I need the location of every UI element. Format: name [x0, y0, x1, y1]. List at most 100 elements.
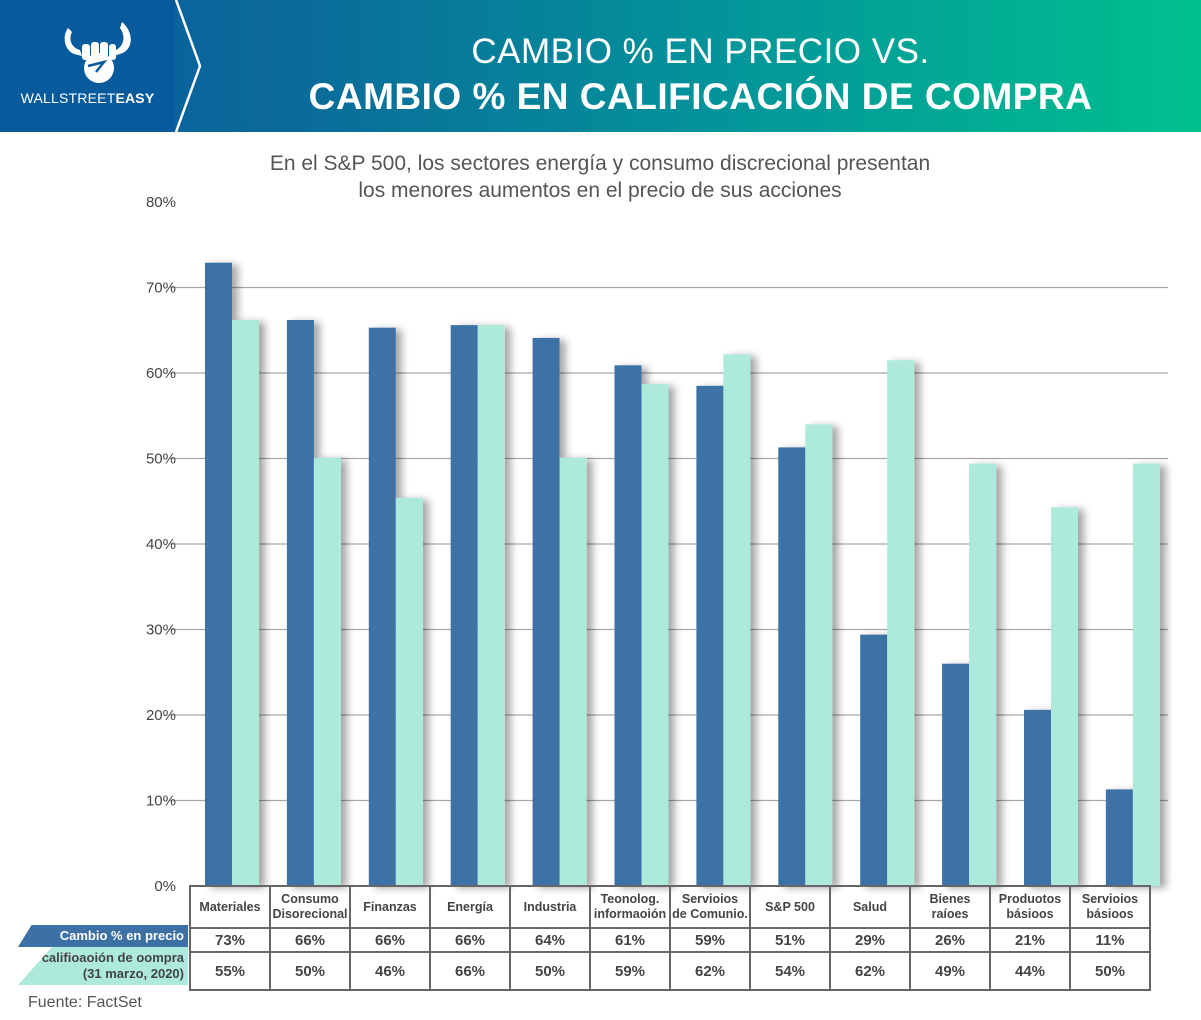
category-label: Servioios — [681, 892, 739, 906]
buy-rating-cell: 55% — [189, 951, 271, 991]
price-change-cell: 66% — [349, 927, 431, 953]
price-change-cell: 66% — [429, 927, 511, 953]
y-tick-label: 10% — [146, 793, 176, 810]
y-tick-label: 50% — [146, 451, 176, 468]
category-label: Salud — [852, 899, 888, 914]
buy-rating-cell: 59% — [589, 951, 671, 991]
buy-rating-cell: 62% — [829, 951, 911, 991]
legend-buy-rating-line2: (31 marzo, 2020) — [82, 966, 184, 981]
buy-rating-cell: 50% — [1069, 951, 1151, 991]
logo-panel: WALLSTREETEASY — [0, 0, 175, 132]
buy-rating-cell: 50% — [269, 951, 351, 991]
bar-buy-rating — [641, 384, 669, 886]
bar-buy-rating — [559, 457, 587, 886]
price-change-cell: 66% — [269, 927, 351, 953]
category-cell: Servioios básioos — [1069, 885, 1151, 929]
category-cell: Energía — [429, 885, 511, 929]
bar-price-change — [696, 385, 724, 886]
bar-price-change — [942, 663, 970, 886]
category-label: raíoes — [931, 907, 969, 921]
y-tick-label: 0% — [154, 878, 176, 895]
bar-price-change — [860, 634, 888, 886]
legend-price-change: Cambio % en precio — [18, 925, 188, 947]
category-label: básioos — [1006, 907, 1054, 921]
y-tick-label: 80% — [146, 194, 176, 211]
buy-rating-cell: 62% — [669, 951, 751, 991]
category-label: S&P 500 — [765, 899, 815, 914]
buy-rating-row: 55% 50% 46% 66% 50% 59% 62% 54% 62% 49% 44% 50% — [189, 951, 1151, 991]
price-change-cell: 64% — [509, 927, 591, 953]
bar-price-change — [205, 262, 232, 887]
bar-price-change — [1024, 709, 1051, 886]
buy-rating-cell: 49% — [909, 951, 991, 991]
category-cell: Finanzas — [349, 885, 431, 929]
buy-rating-cell: 44% — [989, 951, 1071, 991]
subtitle-line2: los menores aumentos en el precio de sus… — [358, 179, 842, 202]
category-label: Consumo — [281, 892, 339, 906]
buy-rating-cell: 54% — [749, 951, 831, 991]
chart-subtitle: En el S&P 500, los sectores energía y co… — [150, 150, 1050, 204]
bar-buy-rating — [887, 360, 915, 886]
category-cell: Consumo Disorecional — [269, 885, 351, 929]
legend-buy-rating-line1: % califioaoión de oompra — [26, 950, 184, 965]
category-cell: S&P 500 — [749, 885, 831, 929]
category-label: Bienes — [929, 892, 971, 906]
category-cell: Produotos básioos — [989, 885, 1071, 929]
category-label: Servioios — [1081, 892, 1139, 906]
category-cell: Materiales — [189, 885, 271, 929]
bar-price-change — [614, 365, 642, 886]
buy-rating-cell: 50% — [509, 951, 591, 991]
category-label: informaoión — [593, 907, 667, 921]
category-label: Finanzas — [363, 899, 417, 914]
price-change-row: 73% 66% 66% 66% 64% 61% 59% 51% 29% 26% 21% 11% — [189, 927, 1151, 953]
category-label: Produotos — [998, 892, 1062, 906]
bull-fist-logo-icon — [64, 22, 131, 83]
bar-buy-rating — [1051, 507, 1078, 886]
brand-bold: EASY — [115, 90, 155, 106]
price-change-cell: 29% — [829, 927, 911, 953]
buy-rating-cell: 66% — [429, 951, 511, 991]
category-cell: Salud — [829, 885, 911, 929]
bar-price-change — [1105, 789, 1133, 886]
buy-rating-cell: 46% — [349, 951, 431, 991]
bar-buy-rating — [395, 497, 423, 886]
bar-buy-rating — [1132, 463, 1160, 886]
header-banner: WALLSTREETEASY CAMBIO % EN PRECIO VS. CA… — [0, 0, 1201, 132]
category-cell: Servioios de Comunio. — [669, 885, 751, 929]
category-label: Energía — [447, 899, 493, 914]
bar-price-change — [532, 337, 560, 886]
bar-price-change — [450, 325, 478, 886]
category-cell: Bienes raíoes — [909, 885, 991, 929]
price-change-cell: 73% — [189, 927, 271, 953]
price-change-cell: 59% — [669, 927, 751, 953]
bar-buy-rating — [232, 319, 259, 886]
price-change-cell: 61% — [589, 927, 671, 953]
bar-buy-rating — [313, 457, 341, 886]
source-note: Fuente: FactSet — [28, 994, 142, 1011]
bar-price-change — [368, 327, 396, 886]
bar-buy-rating — [477, 325, 505, 886]
y-tick-label: 20% — [146, 707, 176, 724]
bar-price-change — [286, 319, 314, 886]
category-label: Industria — [523, 899, 577, 914]
y-tick-label: 40% — [146, 536, 176, 553]
brand-light: WALLSTREET — [20, 90, 116, 106]
title-line1: CAMBIO % EN PRECIO VS. — [471, 32, 930, 71]
price-change-cell: 11% — [1069, 927, 1151, 953]
chevron-divider-icon — [160, 0, 202, 132]
category-row: Materiales Consumo Disorecional Finanzas Ene… — [189, 885, 1151, 929]
y-tick-label: 30% — [146, 622, 176, 639]
subtitle-line1: En el S&P 500, los sectores energía y co… — [269, 152, 931, 175]
category-cell: Teonolog. informaoión — [589, 885, 671, 929]
category-label: básioos — [1086, 907, 1134, 921]
price-change-cell: 21% — [989, 927, 1071, 953]
bar-price-change — [778, 447, 806, 886]
data-table: Materiales Consumo Disorecional Finanzas Ene… — [189, 885, 1151, 991]
category-label: Teonolog. — [600, 892, 660, 906]
bar-buy-rating — [969, 463, 997, 886]
title-line2: CAMBIO % EN CALIFICACIÓN DE COMPRA — [308, 76, 1093, 117]
y-tick-label: 60% — [146, 365, 176, 382]
y-tick-label: 70% — [146, 280, 176, 297]
category-label: de Comunio. — [672, 907, 748, 921]
